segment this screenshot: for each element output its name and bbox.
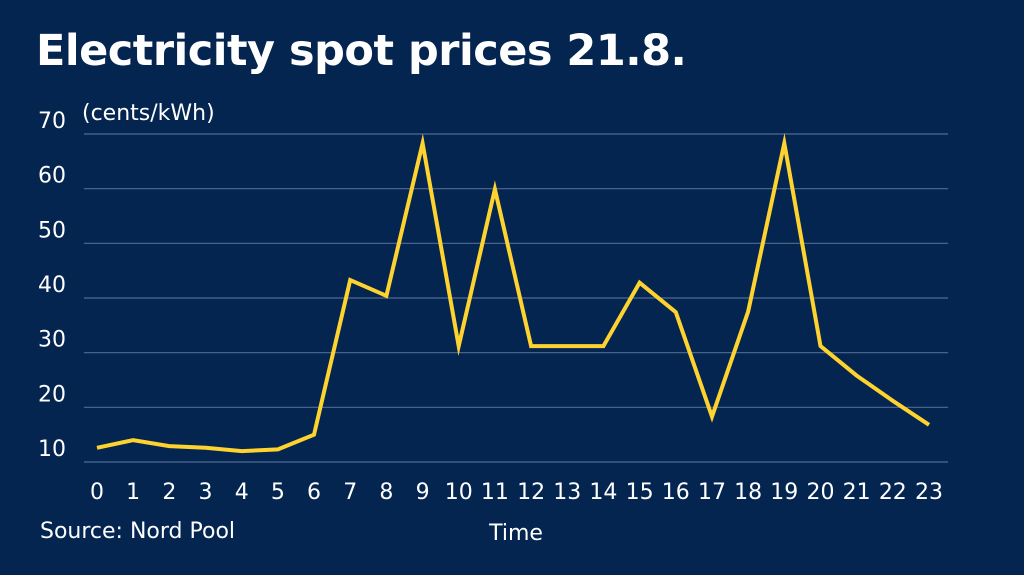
x-tick-label: 4: [235, 480, 249, 505]
x-axis-label: Time: [488, 521, 543, 546]
x-tick-label: 3: [199, 480, 213, 505]
y-tick-label: 30: [38, 328, 66, 353]
x-tick-label: 8: [379, 480, 393, 505]
y-tick-label: 40: [38, 273, 66, 298]
chart-title: Electricity spot prices 21.8.: [36, 26, 687, 76]
y-tick-label: 10: [38, 437, 66, 462]
x-tick-label: 23: [915, 480, 943, 505]
x-tick-label: 2: [162, 480, 176, 505]
x-tick-label: 10: [445, 480, 473, 505]
x-tick-label: 13: [553, 480, 581, 505]
x-tick-label: 5: [271, 480, 285, 505]
x-tick-label: 7: [343, 480, 357, 505]
x-tick-label: 12: [517, 480, 545, 505]
x-tick-label: 14: [589, 480, 617, 505]
x-axis-ticks: 0 1 2 3 4 5 6 7 8 9 10 11 12 13 14 15 16 17 18 19 20 21 22 23: [90, 480, 943, 505]
y-tick-label: 60: [38, 164, 66, 189]
x-tick-label: 16: [662, 480, 690, 505]
x-tick-label: 9: [416, 480, 430, 505]
y-tick-label: 70: [38, 109, 66, 134]
x-tick-label: 17: [698, 480, 726, 505]
gridlines: [84, 133, 948, 463]
y-axis-ticks: 10 20 30 40 50 60 70: [38, 109, 66, 462]
x-tick-label: 6: [307, 480, 321, 505]
x-tick-label: 21: [843, 480, 871, 505]
x-tick-label: 1: [126, 480, 140, 505]
x-tick-label: 15: [626, 480, 654, 505]
y-tick-label: 20: [38, 382, 66, 407]
x-tick-label: 20: [806, 480, 834, 505]
x-tick-label: 0: [90, 480, 104, 505]
x-tick-label: 11: [481, 480, 509, 505]
x-tick-label: 18: [734, 480, 762, 505]
source-note: Source: Nord Pool: [40, 519, 236, 544]
y-tick-label: 50: [38, 218, 66, 243]
y-axis-label: (cents/kWh): [82, 101, 215, 126]
series-line: [96, 132, 931, 454]
price-series: [96, 132, 931, 454]
x-tick-label: 19: [770, 480, 798, 505]
x-tick-label: 22: [879, 480, 907, 505]
